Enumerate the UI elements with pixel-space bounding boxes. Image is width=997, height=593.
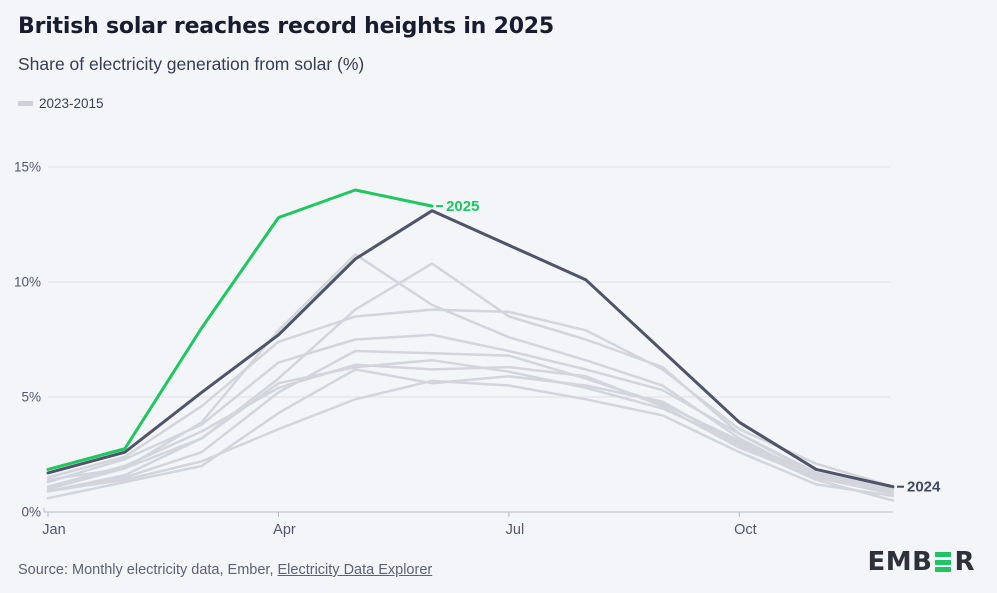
ember-logo: EMB R bbox=[868, 547, 975, 577]
source-text: Source: Monthly electricity data, Ember, bbox=[18, 562, 278, 578]
line-series-2018 bbox=[46, 349, 895, 493]
line-series-2023 bbox=[46, 262, 895, 491]
y-axis-tick-label: 10% bbox=[14, 275, 41, 290]
y-axis-tick-label: 0% bbox=[21, 505, 41, 520]
source-link[interactable]: Electricity Data Explorer bbox=[277, 562, 433, 578]
line-series-2022 bbox=[46, 308, 895, 488]
line-series-2024 bbox=[46, 209, 895, 489]
x-axis-tick-label: Jul bbox=[506, 522, 525, 538]
source-note: Source: Monthly electricity data, Ember,… bbox=[18, 562, 432, 578]
series-end-label-2024: 2024 bbox=[907, 479, 941, 496]
chart-legend: 2023-2015 bbox=[18, 96, 104, 111]
line-series-2016 bbox=[46, 368, 895, 502]
legend-label: 2023-2015 bbox=[39, 96, 104, 111]
line-series-2015 bbox=[46, 379, 895, 498]
line-series-2019 bbox=[46, 363, 895, 493]
page-subtitle: Share of electricity generation from sol… bbox=[18, 54, 365, 74]
chart-area: 0% 5% 10% 15% Jan Apr Jul Oct 2024 2025 bbox=[0, 130, 997, 545]
ember-logo-green-e-icon bbox=[935, 552, 952, 572]
x-axis-tick-label: Apr bbox=[273, 522, 296, 538]
ember-logo-text-right: R bbox=[954, 547, 975, 577]
line-series-2025 bbox=[46, 188, 434, 471]
x-axis-tick-label: Jan bbox=[42, 522, 65, 538]
y-axis-tick-label: 15% bbox=[14, 160, 41, 175]
ember-logo-text-left: EMB bbox=[867, 547, 933, 577]
page-title: British solar reaches record heights in … bbox=[18, 14, 555, 39]
legend-swatch-history bbox=[18, 101, 33, 106]
x-axis-tick-label: Oct bbox=[734, 522, 757, 538]
solar-share-chart: 0% 5% 10% 15% Jan Apr Jul Oct 2024 2025 bbox=[14, 160, 941, 539]
series-end-label-2025: 2025 bbox=[446, 198, 479, 215]
y-axis-tick-label: 5% bbox=[21, 390, 41, 405]
